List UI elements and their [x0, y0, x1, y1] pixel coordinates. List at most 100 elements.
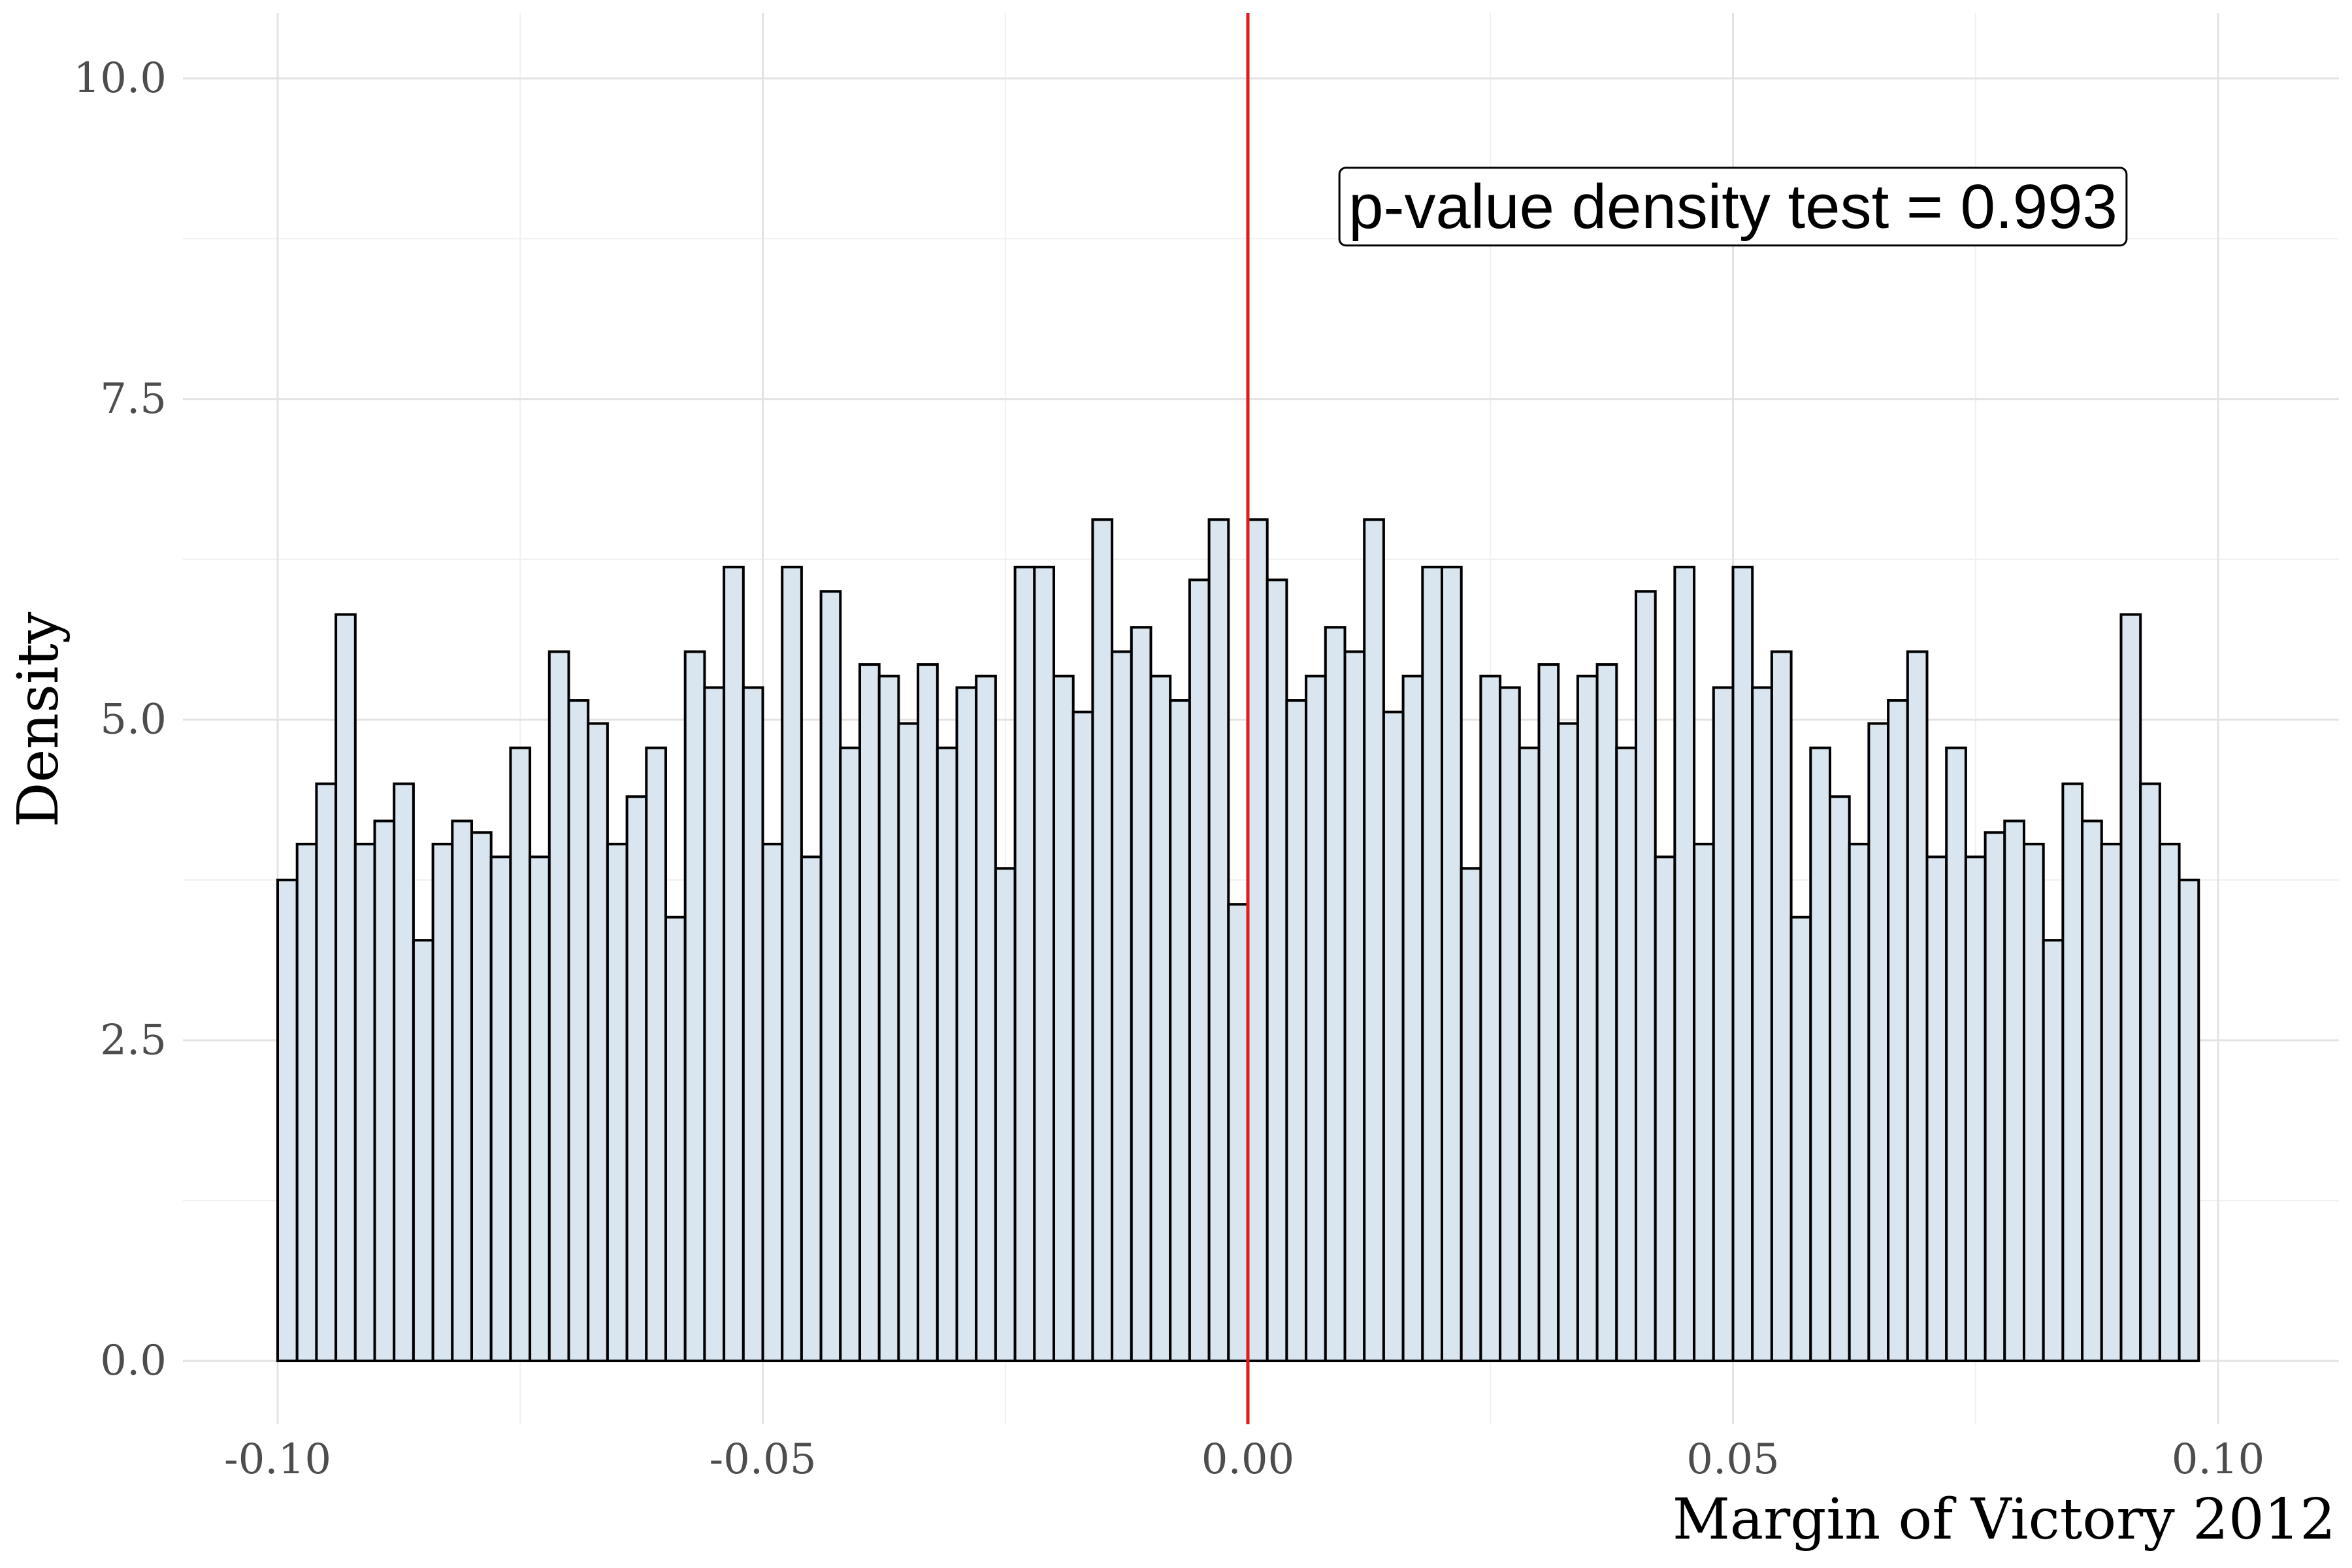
histogram-bar	[1887, 699, 1909, 1363]
histogram-bar	[1751, 686, 1773, 1362]
histogram-bar	[703, 686, 726, 1362]
histogram-bar	[1693, 842, 1715, 1362]
histogram-bar	[1770, 650, 1793, 1362]
y-tick-label: 7.5	[100, 375, 167, 423]
histogram-bar	[1576, 674, 1599, 1362]
histogram-bar	[1401, 674, 1424, 1362]
histogram-bar	[839, 746, 862, 1363]
histogram-bar	[1169, 699, 1191, 1363]
histogram-bar	[2023, 842, 2045, 1362]
annotation-box	[1338, 167, 2128, 247]
histogram-bars	[276, 518, 2200, 1363]
histogram-bar	[683, 650, 706, 1362]
y-tick-label: 0.0	[100, 1337, 167, 1385]
histogram-bar	[1285, 699, 1308, 1363]
histogram-bar	[858, 663, 881, 1363]
histogram-bar	[547, 650, 570, 1362]
histogram-bar	[761, 842, 784, 1362]
histogram-bar	[781, 565, 803, 1363]
histogram-bar	[1984, 831, 2006, 1362]
histogram-bar	[664, 915, 687, 1362]
histogram-bar	[1848, 842, 1870, 1362]
y-tick-label: 10.0	[74, 54, 167, 103]
histogram-bar	[1673, 565, 1696, 1363]
histogram-bar	[645, 746, 667, 1363]
y-tick-label: 5.0	[100, 696, 167, 744]
histogram-bar	[2119, 613, 2142, 1362]
histogram-bar	[1460, 867, 1482, 1362]
histogram-bar	[1635, 590, 1657, 1363]
histogram-bar	[877, 674, 900, 1362]
histogram-bar	[2158, 842, 2181, 1362]
histogram-bar	[1247, 518, 1269, 1362]
histogram-bar	[1731, 565, 1754, 1363]
histogram-bar	[1149, 674, 1172, 1362]
histogram-bar	[470, 831, 493, 1362]
histogram-bar	[1789, 915, 1812, 1362]
histogram-bar	[335, 613, 357, 1362]
histogram-bar	[1945, 746, 1967, 1363]
histogram-bar	[509, 746, 532, 1363]
histogram-bar	[1441, 565, 1463, 1363]
histogram-bar	[1867, 722, 1890, 1363]
histogram-bar	[2139, 782, 2161, 1362]
x-axis-tick-labels: -0.10 -0.05 0.00 0.05 0.10	[224, 1435, 2264, 1484]
histogram-bar	[742, 686, 764, 1362]
histogram-bar	[1499, 686, 1521, 1362]
x-axis-title: Margin of Victory 2012	[1673, 1487, 2336, 1552]
histogram-bar	[723, 565, 745, 1363]
histogram-bar	[917, 663, 939, 1363]
histogram-bar	[1071, 710, 1094, 1363]
histogram-bar	[1091, 518, 1114, 1362]
histogram-bar	[975, 674, 997, 1362]
histogram-bar	[2003, 819, 2026, 1362]
histogram-bar	[1595, 663, 1618, 1363]
p-value-annotation: p-value density test = 0.993	[1338, 167, 2128, 247]
histogram-bar	[567, 699, 590, 1363]
histogram-bar	[1518, 746, 1541, 1363]
histogram-bar	[431, 842, 454, 1362]
histogram-bar	[2178, 878, 2200, 1362]
histogram-bar	[1537, 663, 1560, 1363]
histogram-bar	[1324, 626, 1347, 1363]
histogram-bar	[2042, 939, 2065, 1362]
histogram-bar	[800, 855, 823, 1362]
histogram-bar	[1809, 746, 1832, 1363]
histogram-bar	[1906, 650, 1929, 1362]
histogram-bar	[529, 855, 551, 1362]
histogram-bar	[295, 842, 318, 1362]
histogram-bar	[1266, 578, 1288, 1363]
histogram-bar	[2081, 819, 2103, 1362]
histogram-bar	[994, 867, 1017, 1362]
histogram-bar	[606, 842, 629, 1362]
histogram-bar	[1557, 722, 1579, 1363]
histogram-bar	[1053, 674, 1075, 1362]
x-tick-label: 0.10	[2172, 1435, 2265, 1484]
histogram-bar	[451, 819, 473, 1362]
x-tick-label: -0.05	[709, 1435, 816, 1484]
histogram-bar	[1130, 626, 1152, 1363]
histogram-bar	[373, 819, 396, 1362]
histogram-bar	[1227, 903, 1250, 1362]
histogram-bar	[412, 939, 434, 1362]
histogram-bar	[625, 795, 648, 1362]
histogram-bar	[819, 590, 842, 1363]
histogram-bar	[315, 782, 338, 1362]
histogram-bar	[1964, 855, 1987, 1362]
histogram-bar	[1207, 518, 1230, 1362]
histogram-bar	[897, 722, 920, 1363]
histogram-bar	[1925, 855, 1948, 1362]
histogram-bar	[955, 686, 978, 1362]
x-tick-label: 0.00	[1201, 1435, 1295, 1484]
histogram-bar	[1615, 746, 1638, 1363]
histogram-bar	[489, 855, 512, 1362]
histogram-bar	[1479, 674, 1502, 1362]
histogram-bar	[1654, 855, 1676, 1362]
x-tick-label: 0.05	[1686, 1435, 1780, 1484]
histogram-bar	[1305, 674, 1327, 1362]
y-axis-tick-labels: 0.0 2.5 5.0 7.5 10.0	[74, 54, 167, 1385]
histogram-bar	[353, 842, 376, 1362]
histogram-bar	[393, 782, 415, 1362]
histogram-bar	[936, 746, 958, 1363]
histogram-bar	[1382, 710, 1405, 1363]
